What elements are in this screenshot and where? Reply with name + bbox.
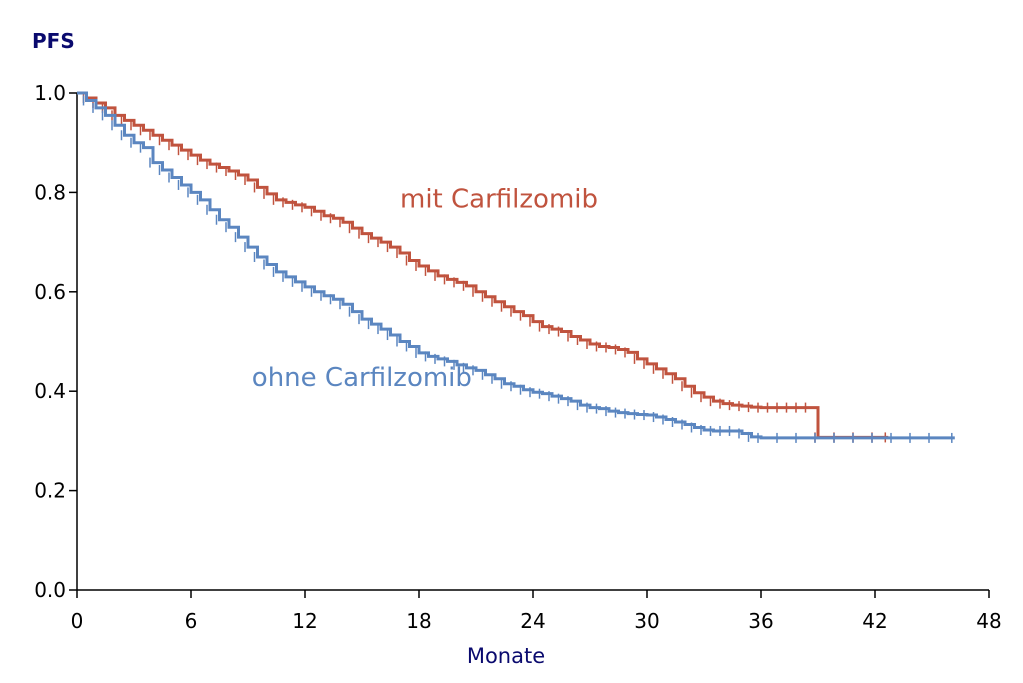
series-1-group <box>77 91 955 443</box>
x-tick-label: 48 <box>976 609 1001 633</box>
x-axis: 0 6 12 18 24 30 36 42 48 <box>71 590 1002 633</box>
series-label-1: ohne Carfilzomib <box>252 363 472 393</box>
y-axis-title: PFS <box>32 29 75 53</box>
x-tick-label: 6 <box>185 609 198 633</box>
x-tick-label: 36 <box>748 609 773 633</box>
y-axis: 0.0 0.2 0.4 0.6 0.8 1.0 <box>34 81 77 602</box>
y-tick-label: 0.4 <box>34 379 66 403</box>
series-labels: mit Carfilzomib ohne Carfilzomib <box>252 184 598 393</box>
series-0-line <box>77 91 889 439</box>
x-axis-title: Monate <box>467 644 545 668</box>
y-tick-label: 1.0 <box>34 81 66 105</box>
survival-curves <box>77 91 955 443</box>
series-1-line <box>77 91 955 440</box>
y-tick-label: 0.0 <box>34 578 66 602</box>
x-tick-label: 0 <box>71 609 84 633</box>
series-label-0: mit Carfilzomib <box>400 184 598 214</box>
y-tick-label: 0.2 <box>34 479 66 503</box>
series-0-group <box>77 91 889 443</box>
x-tick-label: 42 <box>862 609 887 633</box>
x-tick-label: 24 <box>520 609 545 633</box>
x-tick-label: 30 <box>634 609 659 633</box>
x-tick-label: 12 <box>292 609 317 633</box>
y-tick-label: 0.6 <box>34 280 66 304</box>
y-tick-label: 0.8 <box>34 180 66 204</box>
x-tick-label: 18 <box>406 609 431 633</box>
